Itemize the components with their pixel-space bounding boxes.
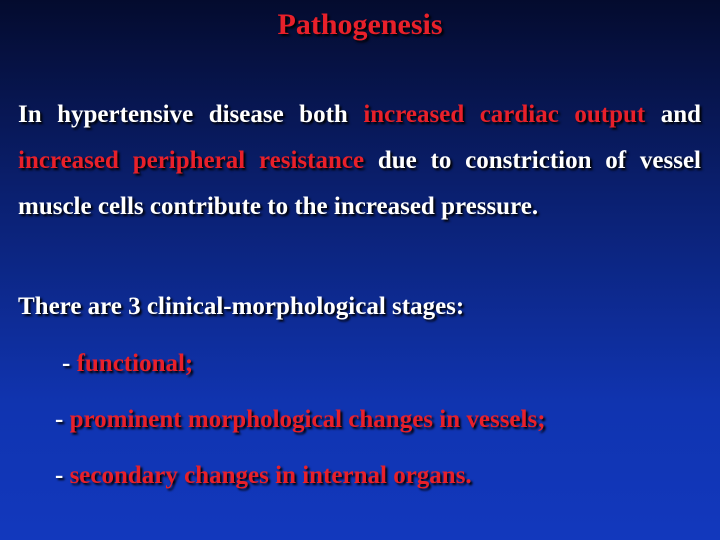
text-run: due to constriction of vessel muscle cel… [18, 147, 701, 220]
bullet-item: - secondary changes in internal organs. [55, 461, 472, 491]
text-run: and [645, 101, 701, 128]
text-run: - [55, 462, 70, 489]
bullet-item: - prominent morphological changes in ves… [55, 405, 546, 435]
paragraph: There are 3 clinical-morphological stage… [18, 284, 701, 330]
bullet-item: - functional; [62, 349, 193, 379]
highlighted-text: secondary changes in internal organs. [69, 462, 472, 489]
paragraph: In hypertensive disease both increased c… [18, 92, 701, 230]
highlighted-text: functional; [76, 350, 194, 377]
highlighted-text: increased peripheral resistance [18, 147, 365, 174]
highlighted-text: increased cardiac output [363, 101, 646, 128]
highlighted-text: prominent morphological changes in vesse… [69, 406, 546, 433]
text-run: There are 3 clinical-morphological stage… [18, 293, 465, 320]
text-run: In hypertensive disease both [18, 101, 364, 128]
slide-title: Pathogenesis [277, 8, 443, 41]
text-run: - [62, 350, 77, 377]
text-run: - [55, 406, 70, 433]
